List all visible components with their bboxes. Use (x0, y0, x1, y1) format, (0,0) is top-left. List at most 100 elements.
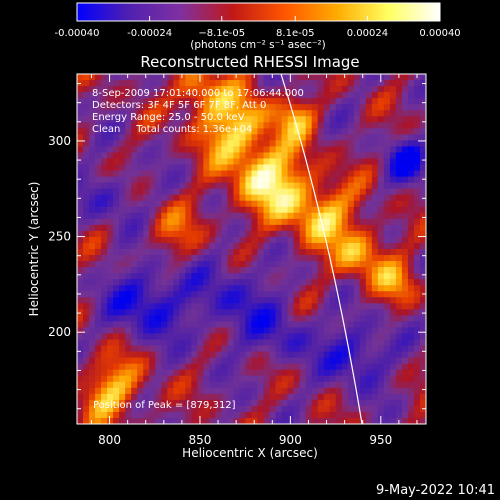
heatmap-cell (245, 387, 253, 395)
heatmap-cell (341, 339, 349, 347)
heatmap-cell (209, 333, 216, 341)
heatmap-cell (257, 297, 265, 304)
heatmap-cell (347, 152, 355, 160)
heatmap-cell (131, 363, 138, 371)
heatmap-cell (305, 297, 313, 304)
heatmap-cell (239, 146, 247, 154)
heatmap-cell (317, 333, 325, 341)
heatmap-cell (215, 110, 223, 117)
heatmap-cell (107, 249, 114, 256)
heatmap-cell (401, 98, 409, 105)
heatmap-cell (275, 375, 283, 383)
heatmap-cell (239, 327, 247, 335)
heatmap-cell (275, 405, 283, 413)
heatmap-cell (137, 74, 144, 81)
heatmap-cell (281, 98, 289, 105)
heatmap-cell (317, 321, 325, 329)
heatmap-cell (173, 188, 180, 196)
heatmap-cell (131, 381, 138, 389)
heatmap-cell (173, 140, 180, 148)
heatmap-cell (89, 164, 96, 172)
heatmap-cell (239, 351, 247, 359)
heatmap-cell (269, 339, 277, 347)
heatmap-cell (311, 273, 319, 280)
heatmap-cell (287, 261, 295, 268)
heatmap-cell (191, 134, 198, 141)
heatmap-cell (119, 279, 126, 286)
heatmap-cell (335, 279, 343, 286)
heatmap-cell (131, 176, 138, 184)
heatmap-cell (203, 152, 210, 160)
heatmap-cell (401, 164, 409, 172)
heatmap-cell (113, 152, 120, 160)
heatmap-cell (305, 134, 313, 141)
heatmap-cell (173, 128, 180, 135)
heatmap-cell (395, 98, 403, 105)
heatmap-cell (107, 351, 114, 359)
heatmap-cell (341, 381, 349, 389)
heatmap-cell (245, 152, 253, 160)
heatmap-cell (335, 309, 343, 316)
heatmap-cell (365, 279, 373, 286)
heatmap-cell (119, 363, 126, 371)
heatmap-cell (179, 182, 186, 190)
heatmap-cell (125, 387, 132, 395)
heatmap-cell (149, 110, 156, 117)
heatmap-cell (227, 339, 235, 347)
heatmap-cell (185, 393, 192, 401)
heatmap-cell (353, 333, 361, 341)
heatmap-cell (413, 375, 421, 383)
heatmap-cell (149, 74, 156, 81)
heatmap-cell (137, 393, 144, 401)
heatmap-cell (167, 164, 174, 172)
heatmap-cell (419, 164, 426, 172)
heatmap-cell (137, 194, 144, 202)
heatmap-cell (239, 369, 247, 377)
heatmap-cell (197, 279, 204, 286)
x-tick-label: 800 (98, 433, 121, 447)
heatmap-cell (395, 182, 403, 190)
heatmap-cell (335, 393, 343, 401)
heatmap-cell (221, 98, 229, 105)
heatmap-cell (275, 140, 283, 148)
heatmap-cell (281, 345, 289, 353)
heatmap-cell (305, 357, 313, 365)
heatmap-cell (335, 152, 343, 160)
heatmap-cell (281, 363, 289, 371)
heatmap-cell (221, 140, 229, 148)
heatmap-cell (245, 86, 253, 93)
heatmap-cell (329, 411, 337, 419)
heatmap-cell (383, 230, 391, 238)
heatmap-cell (257, 351, 265, 359)
heatmap-cell (185, 255, 192, 262)
heatmap-cell (305, 194, 313, 202)
heatmap-cell (263, 417, 271, 424)
heatmap-cell (305, 188, 313, 196)
heatmap-cell (119, 321, 126, 329)
heatmap-cell (377, 381, 385, 389)
heatmap-cell (341, 200, 349, 208)
heatmap-cell (245, 285, 253, 292)
heatmap-cell (203, 98, 210, 105)
heatmap-cell (257, 363, 265, 371)
heatmap-cell (125, 182, 132, 190)
heatmap-cell (419, 405, 426, 413)
heatmap-cell (353, 375, 361, 383)
heatmap-cell (359, 188, 367, 196)
heatmap-cell (275, 188, 283, 196)
heatmap-cell (371, 405, 379, 413)
heatmap-cell (323, 104, 331, 111)
heatmap-cell (185, 321, 192, 329)
heatmap-cell (311, 98, 319, 105)
heatmap-cell (131, 218, 138, 226)
heatmap-cell (143, 351, 150, 359)
heatmap-cell (185, 206, 192, 214)
heatmap-cell (179, 140, 186, 148)
heatmap-cell (419, 375, 426, 383)
heatmap-cell (359, 411, 367, 419)
heatmap-cell (197, 218, 204, 226)
heatmap-cell (329, 230, 337, 238)
heatmap-cell (119, 357, 126, 365)
heatmap-cell (413, 98, 421, 105)
heatmap-cell (299, 104, 307, 111)
